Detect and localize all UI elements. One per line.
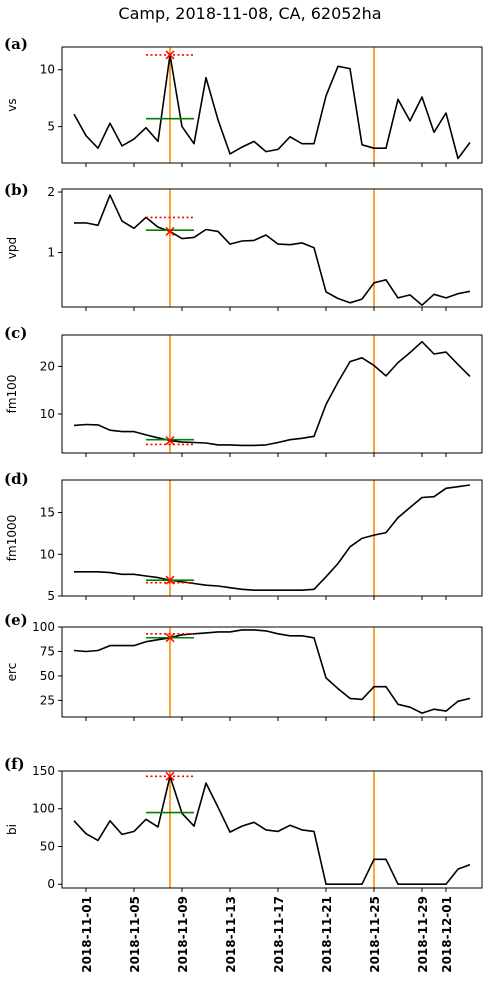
event-marker-vpd (165, 226, 175, 236)
xtick-label: 2018-11-21 (320, 896, 334, 973)
panel-label-erc: (e) (4, 611, 28, 629)
axes-frame-bi (61, 770, 483, 889)
event-marker-vs (165, 50, 175, 60)
series-line-vs (73, 54, 471, 160)
ytick-label-fm100: 10 (40, 407, 55, 421)
ytick-label-bi: 150 (32, 764, 55, 778)
ytick-label-fm1000: 15 (40, 506, 55, 520)
axes-frame-fm1000 (61, 479, 483, 597)
panel-label-fm100: (c) (4, 324, 27, 342)
xtick-label: 2018-11-17 (272, 896, 286, 973)
series-line-vpd (74, 194, 471, 307)
ytick-label-vs: 5 (47, 120, 55, 134)
xtick-label: 2018-11-25 (368, 896, 382, 973)
ylabel-fm100: fm100 (5, 375, 19, 414)
ytick-label-erc: 100 (32, 620, 55, 634)
ytick-label-fm100: 20 (40, 359, 55, 373)
axes-frame-vpd (61, 188, 483, 308)
ytick-label-vpd: 2 (47, 185, 55, 199)
event-marker-erc (165, 633, 175, 643)
panel-label-bi: (f) (4, 755, 25, 773)
ytick-label-fm1000: 10 (40, 547, 55, 561)
event-marker-bi (165, 771, 175, 781)
event-marker-fm100 (165, 436, 175, 446)
series-line-erc (73, 629, 471, 714)
xtick-label: 2018-12-01 (440, 896, 454, 973)
chart-title: Camp, 2018-11-08, CA, 62052ha (118, 4, 382, 23)
xtick-label: 2018-11-01 (80, 896, 94, 973)
xtick-label: 2018-11-05 (128, 896, 142, 973)
ytick-label-bi: 100 (32, 802, 55, 816)
ylabel-vs: vs (5, 98, 19, 111)
ylabel-vpd: vpd (5, 237, 19, 259)
xtick-label: 2018-11-09 (176, 896, 190, 973)
ytick-label-bi: 0 (47, 877, 55, 891)
panel-label-vpd: (b) (4, 181, 29, 199)
ytick-label-erc: 50 (40, 669, 55, 683)
panel-label-fm1000: (d) (4, 470, 29, 488)
series-line-fm100 (73, 340, 471, 447)
axes-frame-erc (61, 626, 483, 718)
axes-frame-vs (61, 46, 483, 164)
xtick-label: 2018-11-29 (416, 896, 430, 973)
ytick-label-fm1000: 5 (47, 589, 55, 603)
panel-label-vs: (a) (4, 35, 28, 53)
xtick-label: 2018-11-13 (224, 896, 238, 973)
series-line-fm1000 (74, 484, 471, 592)
series-line-bi (73, 775, 471, 886)
ylabel-fm1000: fm1000 (5, 515, 19, 561)
ylabel-erc: erc (5, 663, 19, 682)
ytick-label-vpd: 1 (47, 246, 55, 260)
axes-frame-fm100 (61, 334, 483, 454)
ytick-label-vs: 10 (40, 63, 55, 77)
event-marker-fm1000 (165, 575, 175, 585)
ylabel-bi: bi (5, 824, 19, 835)
ytick-label-erc: 75 (40, 644, 55, 658)
ytick-label-erc: 25 (40, 693, 55, 707)
ytick-label-bi: 50 (40, 839, 55, 853)
